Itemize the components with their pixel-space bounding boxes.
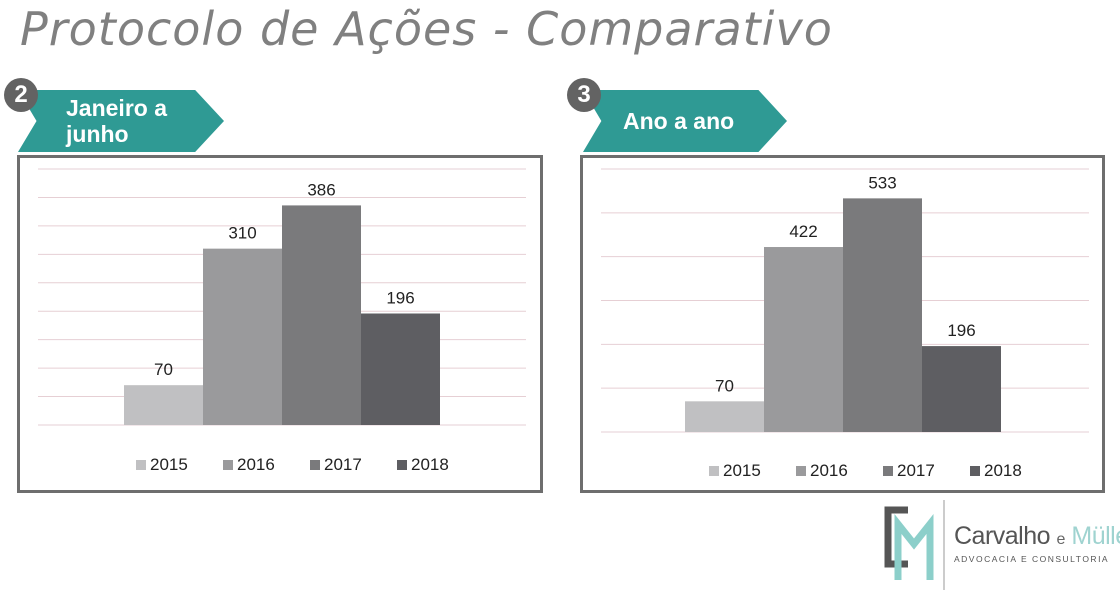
bar-2015: [685, 401, 764, 432]
data-label-2018: 196: [386, 288, 414, 307]
legend-swatch-2016: [223, 460, 233, 470]
ribbon-label-line1: Ano a ano: [623, 108, 735, 134]
legend-entry-2017: 2017: [897, 461, 935, 480]
data-label-2015: 70: [154, 360, 173, 379]
bar-2017: [282, 205, 361, 425]
legend-entry-2015: 2015: [150, 455, 188, 474]
legend-entry-2018: 2018: [984, 461, 1022, 480]
logo-subtitle: ADVOCACIA E CONSULTORIA: [954, 554, 1110, 564]
legend-swatch-2017: [310, 460, 320, 470]
legend-swatch-2018: [970, 466, 980, 476]
bar-2018: [361, 313, 440, 425]
step-badge-3: 3: [567, 78, 601, 112]
legend-entry-2017: 2017: [324, 455, 362, 474]
chart-panel-janeiro-junho: 70 310 386 196 2015 2016 2017 2018: [17, 155, 543, 493]
bar-2018: [922, 346, 1001, 432]
bar-2015: [124, 385, 203, 425]
ribbon-label-line1: Janeiro a: [66, 95, 167, 121]
section-ribbon-janeiro-junho: Janeiro a junho: [18, 90, 224, 152]
legend-swatch-2016: [796, 466, 806, 476]
company-logo: Carvalho e Müller ADVOCACIA E CONSULTORI…: [878, 500, 1120, 590]
ribbon-label-line2: junho: [66, 121, 129, 147]
section-ribbon-ano-a-ano: Ano a ano: [583, 90, 787, 152]
legend-entry-2016: 2016: [810, 461, 848, 480]
data-label-2016: 422: [789, 222, 817, 241]
bar-chart-janeiro-junho: 70 310 386 196 2015 2016 2017 2018: [38, 168, 526, 474]
legend-swatch-2018: [397, 460, 407, 470]
legend-entry-2018: 2018: [411, 455, 449, 474]
bar-2016: [203, 248, 282, 425]
data-label-2017: 533: [868, 173, 896, 192]
bar-chart-ano-a-ano: 70 422 533 196 2015 2016 2017 2018: [601, 168, 1089, 480]
data-label-2016: 310: [228, 224, 256, 243]
page-title: Protocolo de Ações - Comparativo: [20, 2, 833, 56]
logo-mark-icon: [884, 500, 945, 590]
legend-swatch-2017: [883, 466, 893, 476]
legend-entry-2015: 2015: [723, 461, 761, 480]
data-label-2018: 196: [947, 321, 975, 340]
legend-entry-2016: 2016: [237, 455, 275, 474]
chart-panel-ano-a-ano: 70 422 533 196 2015 2016 2017 2018: [580, 155, 1105, 493]
logo-name: Carvalho e Müller: [954, 522, 1120, 550]
step-badge-2: 2: [4, 78, 38, 112]
legend-swatch-2015: [136, 460, 146, 470]
data-label-2017: 386: [307, 180, 335, 199]
bar-2016: [764, 247, 843, 432]
data-label-2015: 70: [715, 376, 734, 395]
bar-2017: [843, 198, 922, 432]
legend-swatch-2015: [709, 466, 719, 476]
